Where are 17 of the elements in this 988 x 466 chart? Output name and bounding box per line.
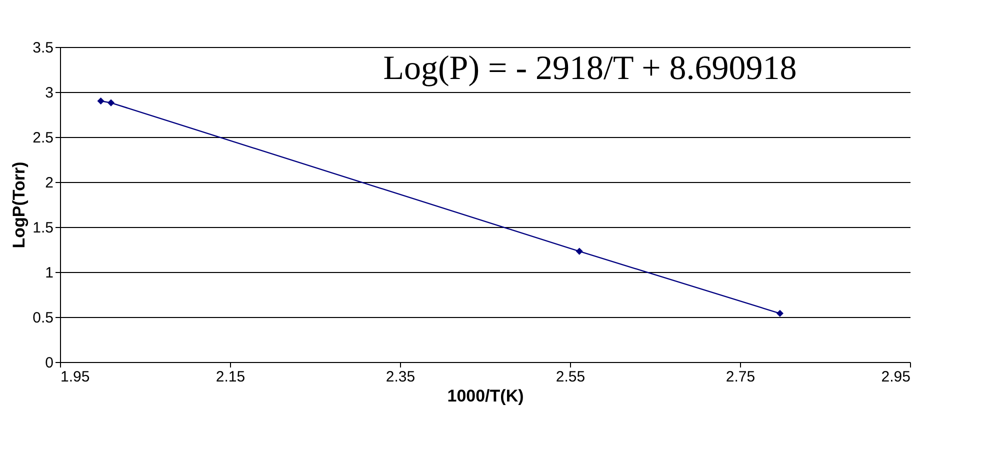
y-tick-label: 0.5 — [32, 310, 54, 326]
y-tick-label: 1 — [45, 264, 54, 282]
y-tick-label: 0 — [45, 354, 54, 372]
y-tick-label: 3 — [45, 84, 54, 102]
y-tick-label: 2.5 — [32, 130, 54, 146]
y-tick-label: 2 — [45, 174, 54, 192]
y-axis-title: LogP(Torr) — [10, 162, 29, 248]
y-tick-label: 1.5 — [32, 220, 54, 236]
x-tick-label: 1.95 — [60, 368, 90, 386]
y-tick-label: 3.5 — [32, 40, 54, 56]
x-tick-label: 2.55 — [556, 368, 586, 386]
x-tick-label: 2.35 — [386, 368, 416, 386]
x-tick-label: 2.15 — [216, 368, 246, 386]
x-tick-label: 2.75 — [726, 368, 756, 386]
annotation: Log(P) = - 2918/T + 8.690918 — [383, 50, 797, 87]
x-tick-label: 2.95 — [881, 368, 910, 386]
x-axis-title: 1000/T(K) — [447, 386, 524, 406]
